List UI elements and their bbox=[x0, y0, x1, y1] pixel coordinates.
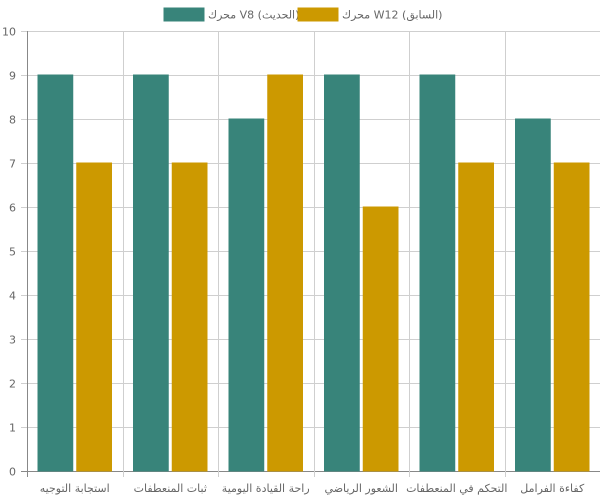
bar-series-1-0[interactable] bbox=[77, 163, 112, 471]
y-tick-label: 7 bbox=[9, 158, 16, 171]
legend: محرك V8 (الحديث) محرك W12 (السابق) bbox=[164, 8, 442, 23]
chart: محرك V8 (الحديث) محرك W12 (السابق) 0 1 2 3 4… bbox=[0, 0, 600, 500]
y-tick-label: 5 bbox=[9, 246, 16, 259]
legend-swatch-series-0[interactable] bbox=[164, 8, 204, 21]
y-tick-label: 3 bbox=[9, 334, 16, 347]
bar-series-0-3[interactable] bbox=[325, 75, 360, 471]
y-tick-label: 8 bbox=[9, 114, 16, 127]
y-tick-label: 0 bbox=[9, 466, 16, 479]
x-tick-label: ثبات المنعطفات bbox=[134, 482, 207, 495]
x-tick-label: كفاءة الفرامل bbox=[520, 482, 585, 495]
bar-series-0-2[interactable] bbox=[229, 119, 264, 471]
x-axis: استجابة التوجيه ثبات المنعطفات راحة القياد… bbox=[40, 482, 585, 495]
y-tick-label: 1 bbox=[9, 422, 16, 435]
bar-series-1-4[interactable] bbox=[459, 163, 494, 471]
y-tick-label: 9 bbox=[9, 70, 16, 83]
bar-series-1-3[interactable] bbox=[363, 207, 398, 471]
y-axis: 0 1 2 3 4 5 6 7 8 9 10 bbox=[2, 26, 16, 479]
bar-series-0-1[interactable] bbox=[134, 75, 169, 471]
bar-series-0-0[interactable] bbox=[38, 75, 73, 471]
bar-series-0-4[interactable] bbox=[420, 75, 455, 471]
y-tick-label: 4 bbox=[9, 290, 16, 303]
x-tick-label: التحكم في المنعطفات bbox=[406, 482, 507, 495]
legend-label-series-0[interactable]: محرك V8 (الحديث) bbox=[208, 9, 299, 22]
x-tick-label: استجابة التوجيه bbox=[40, 482, 110, 495]
bar-series-1-1[interactable] bbox=[172, 163, 207, 471]
bar-series-1-2[interactable] bbox=[268, 75, 303, 471]
x-tick-label: الشعور الرياضي bbox=[325, 482, 398, 495]
legend-label-series-1[interactable]: محرك W12 (السابق) bbox=[342, 9, 442, 23]
bar-series-1-5[interactable] bbox=[554, 163, 589, 471]
bar-series-0-5[interactable] bbox=[516, 119, 551, 471]
y-tick-label: 10 bbox=[2, 26, 16, 39]
y-tick-label: 6 bbox=[9, 202, 16, 215]
legend-swatch-series-1[interactable] bbox=[298, 8, 338, 21]
x-tick-label: راحة القيادة اليومية bbox=[222, 482, 310, 495]
bars bbox=[38, 75, 589, 471]
y-tick-label: 2 bbox=[9, 378, 16, 391]
